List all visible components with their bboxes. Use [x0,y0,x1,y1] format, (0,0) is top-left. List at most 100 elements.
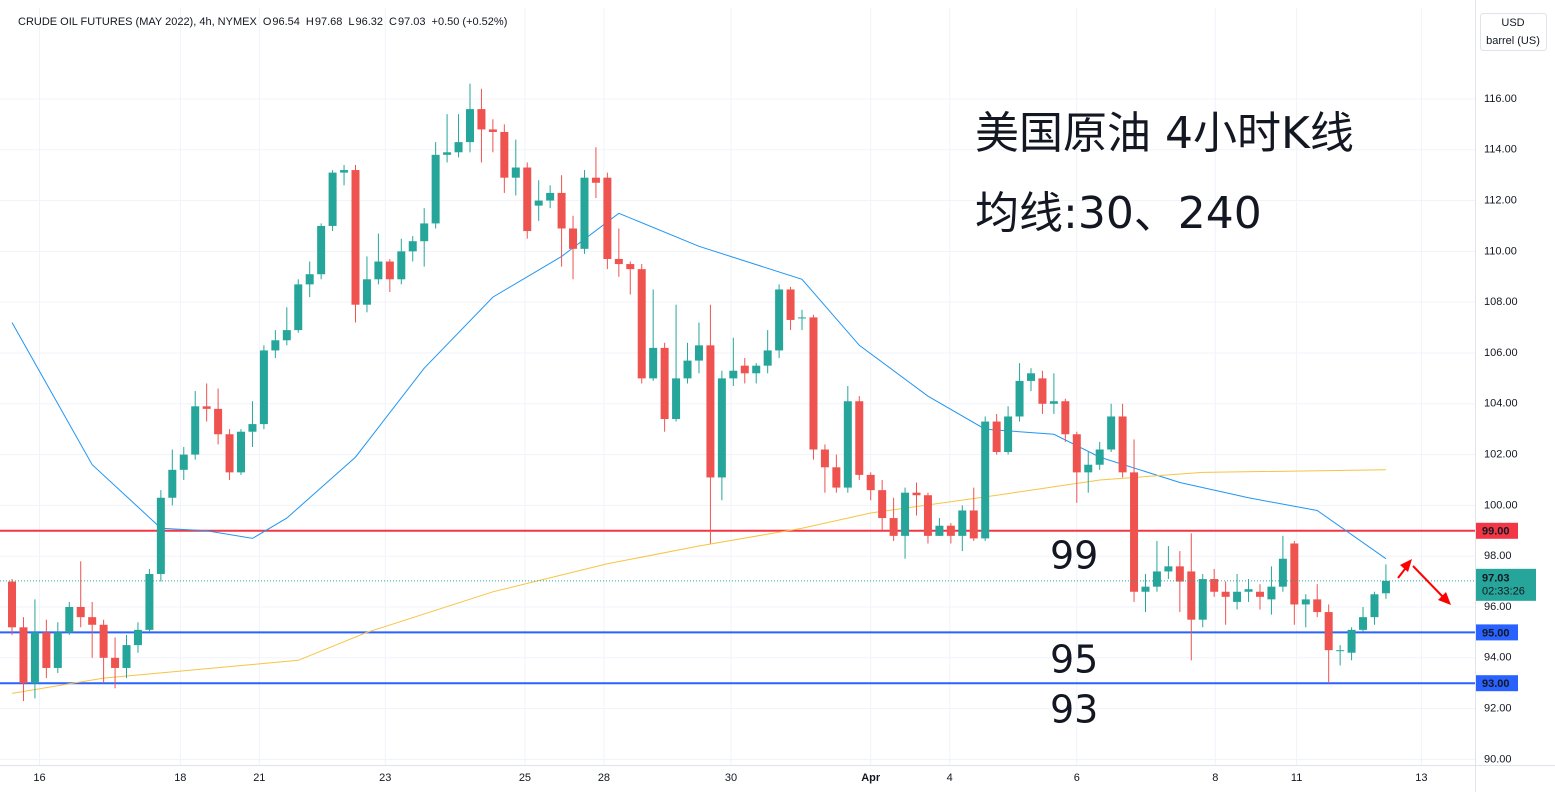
candle-body [1049,401,1058,404]
candle-body [145,573,154,630]
x-tick-label: Apr [861,772,881,784]
candle-body [603,177,612,259]
candle-body [1118,416,1127,473]
y-tick-label: 92.00 [1484,703,1512,715]
candle-body [534,200,543,206]
currency[interactable]: USD [1501,17,1524,29]
candle-body [1370,594,1379,618]
candle-body [1221,591,1230,597]
y-tick-label: 94.00 [1484,652,1512,664]
moving-average [11,212,1387,560]
y-tick-label: 106.00 [1484,347,1518,359]
y-tick-label: 114.00 [1484,144,1517,156]
candle-body [168,469,177,498]
candle-body [740,365,749,374]
x-tick-label: 28 [598,772,610,784]
candle-body [683,360,692,379]
candle-body [557,192,566,229]
level-label: 93.00 [1482,678,1510,690]
candle-body [1072,434,1081,473]
candle-body [65,606,74,633]
candle-body [809,317,818,450]
candle-body [351,170,360,305]
candle-body [1198,579,1207,620]
candle-body [1278,558,1287,587]
candle-body [1027,373,1036,381]
candle-body [1336,650,1345,652]
candle-body [191,406,200,455]
candle-body [454,142,463,153]
candle-body [969,510,978,539]
candle-body [30,632,39,684]
x-tick-label: 4 [947,772,953,784]
change: +0.50 (+0.52%) [432,16,508,28]
currency-box[interactable]: USD barrel (US) [1480,13,1547,51]
candle-body [76,606,85,618]
candle-body [362,279,371,305]
candle-body [133,629,142,646]
level-tag [1476,675,1518,692]
x-tick-label: 25 [519,772,531,784]
candle-body [832,467,841,488]
annotation: 99 [1050,534,1098,578]
candle-body [1175,566,1184,582]
annotation: 美国原油 4小时K线 [975,108,1354,159]
countdown: 02:33:26 [1482,586,1525,598]
candle-body [1141,586,1150,592]
candle-body [1084,464,1093,473]
candle-body [1233,591,1242,602]
candle-body [672,378,681,420]
candle-body [958,510,967,536]
ohlc-value: 97.68 [315,16,343,28]
candle-body [923,495,932,536]
candle-body [1324,612,1333,651]
candle-body [946,525,955,536]
ohlc-value: 97.03 [398,16,426,28]
candle-body [488,129,497,132]
candle-body [88,617,97,625]
unit[interactable]: barrel (US) [1486,35,1540,47]
x-tick-label: 16 [33,772,45,784]
candle-body [546,192,555,201]
trend-arrows [1397,559,1451,605]
candle-body [912,492,921,496]
candle-body [855,401,864,475]
candle-body [866,474,875,491]
candle-body [179,454,188,470]
currency-box-frame[interactable] [1480,13,1547,51]
ohlc-key: C [389,16,397,28]
x-tick-label: 8 [1212,772,1218,784]
y-tick-label: 116.00 [1484,93,1517,105]
candle-body [763,350,772,366]
candle-body [1130,472,1139,592]
candle-body [305,274,314,285]
candle-body [1210,579,1219,592]
candle-body [282,330,291,341]
candle-body [374,261,383,280]
candle-body [340,170,349,173]
candle-body [294,284,303,331]
candle-body [500,131,509,178]
x-tick-label: 21 [253,772,265,784]
last-price-tag [1476,568,1536,601]
candle-body [1244,589,1253,592]
candle-body [637,269,646,379]
candle-body [1381,580,1390,594]
candle-body [465,109,474,143]
candle-body [786,289,795,320]
candle-body [1313,599,1322,613]
moving-average [11,469,1386,694]
candle-body [1301,599,1310,605]
y-tick-label: 102.00 [1484,448,1518,460]
x-tick-label: 13 [1415,772,1427,784]
candle-body [820,449,829,468]
candle-body [1152,571,1161,587]
candle-body [1267,586,1276,600]
candle-body [420,223,429,242]
candle-body [19,627,28,684]
candle-body [248,424,257,432]
candle-body [706,345,715,478]
candle-body [614,258,623,265]
level-tag [1476,522,1518,539]
